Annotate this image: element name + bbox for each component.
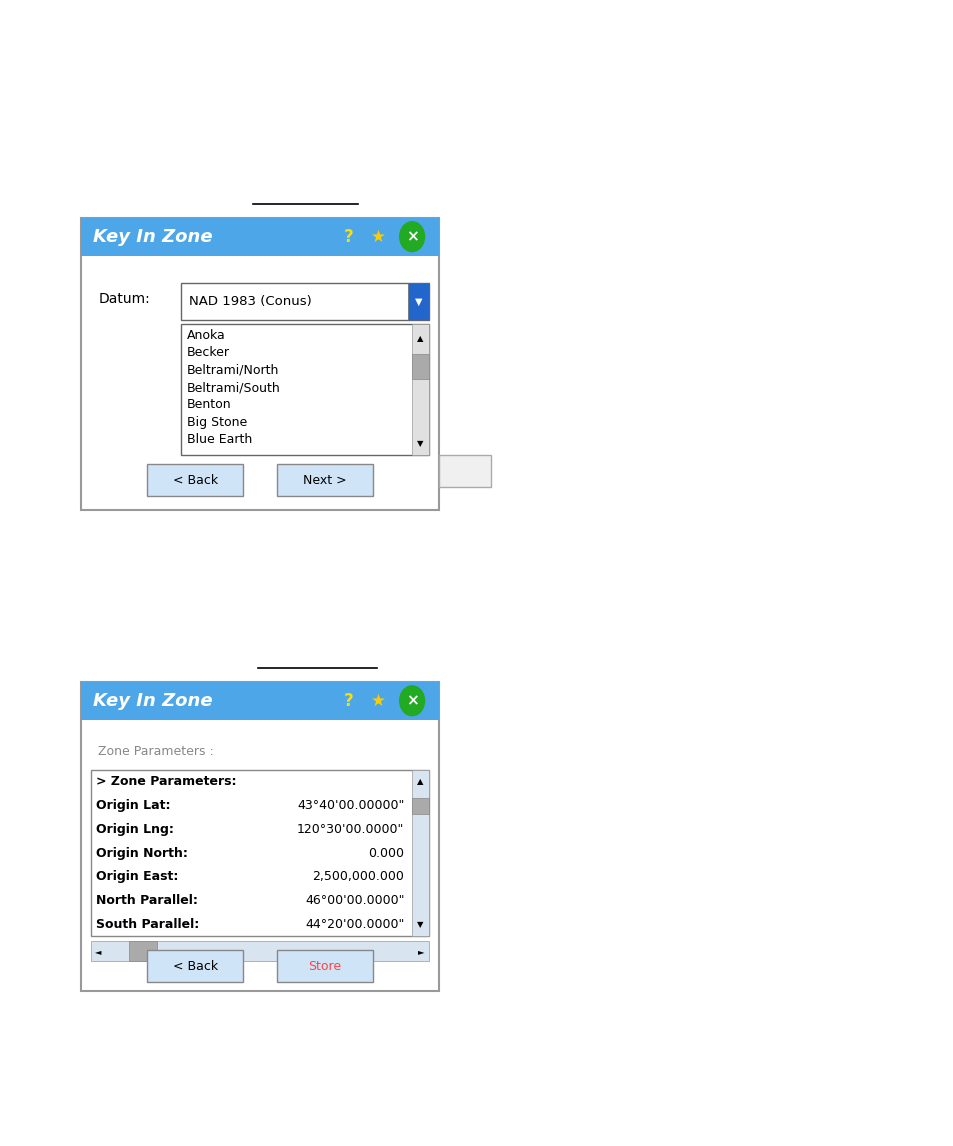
FancyBboxPatch shape [181,324,429,455]
Text: < Back: < Back [172,473,217,487]
Text: ►: ► [418,947,424,956]
Text: 0.000: 0.000 [368,847,404,860]
Text: > Zone Parameters:: > Zone Parameters: [96,776,236,788]
Text: ▲: ▲ [417,777,423,786]
FancyBboxPatch shape [412,770,429,936]
FancyBboxPatch shape [91,770,429,936]
Text: Next >: Next > [303,473,346,487]
Text: Datum:: Datum: [98,292,150,306]
FancyBboxPatch shape [277,950,373,982]
Text: ?: ? [343,228,353,245]
Text: ◄: ◄ [95,947,101,956]
FancyBboxPatch shape [81,218,438,256]
Text: NAD 1983 (Conus): NAD 1983 (Conus) [189,295,312,308]
Circle shape [399,685,424,715]
Text: Origin East:: Origin East: [96,871,178,884]
Text: < Back: < Back [172,959,217,973]
FancyBboxPatch shape [81,218,438,510]
FancyBboxPatch shape [91,941,429,961]
Text: Origin Lng:: Origin Lng: [96,823,174,835]
FancyBboxPatch shape [412,798,429,814]
FancyBboxPatch shape [412,354,429,379]
Text: ★: ★ [371,228,386,245]
Text: Origin North:: Origin North: [96,847,188,860]
Text: ▼: ▼ [415,297,422,306]
Text: Beltrami/North: Beltrami/North [187,363,279,377]
FancyBboxPatch shape [81,682,438,720]
FancyBboxPatch shape [438,455,491,487]
FancyBboxPatch shape [412,324,429,455]
Text: ?: ? [343,692,353,709]
FancyBboxPatch shape [408,283,429,320]
Text: Anoka: Anoka [187,329,226,342]
Text: Big Stone: Big Stone [187,416,247,429]
FancyBboxPatch shape [81,682,438,991]
Circle shape [399,221,424,252]
Text: 2,500,000.000: 2,500,000.000 [313,871,404,884]
Text: Store: Store [308,959,341,973]
FancyBboxPatch shape [129,941,157,961]
Text: 46°00'00.0000": 46°00'00.0000" [305,894,404,908]
FancyBboxPatch shape [147,950,243,982]
Text: Key In Zone: Key In Zone [92,692,212,709]
FancyBboxPatch shape [181,283,429,320]
Text: ×: × [405,229,418,244]
Text: Zone Parameters :: Zone Parameters : [98,745,213,759]
Text: ▼: ▼ [417,920,423,929]
Text: Beltrami/South: Beltrami/South [187,382,280,394]
FancyBboxPatch shape [277,464,373,496]
Text: North Parallel:: North Parallel: [96,894,198,908]
Text: Origin Lat:: Origin Lat: [96,799,171,813]
Text: Key In Zone: Key In Zone [92,228,212,245]
Text: ×: × [405,693,418,708]
Text: Becker: Becker [187,346,230,359]
Text: 120°30'00.0000": 120°30'00.0000" [296,823,404,835]
Text: 44°20'00.0000": 44°20'00.0000" [305,918,404,931]
FancyBboxPatch shape [147,464,243,496]
Text: South Parallel:: South Parallel: [96,918,199,931]
Text: Benton: Benton [187,399,232,411]
Text: ▲: ▲ [417,333,423,343]
Text: ▼: ▼ [417,439,423,448]
Text: 43°40'00.00000": 43°40'00.00000" [296,799,404,813]
Text: ★: ★ [371,692,386,709]
Text: Blue Earth: Blue Earth [187,433,252,446]
